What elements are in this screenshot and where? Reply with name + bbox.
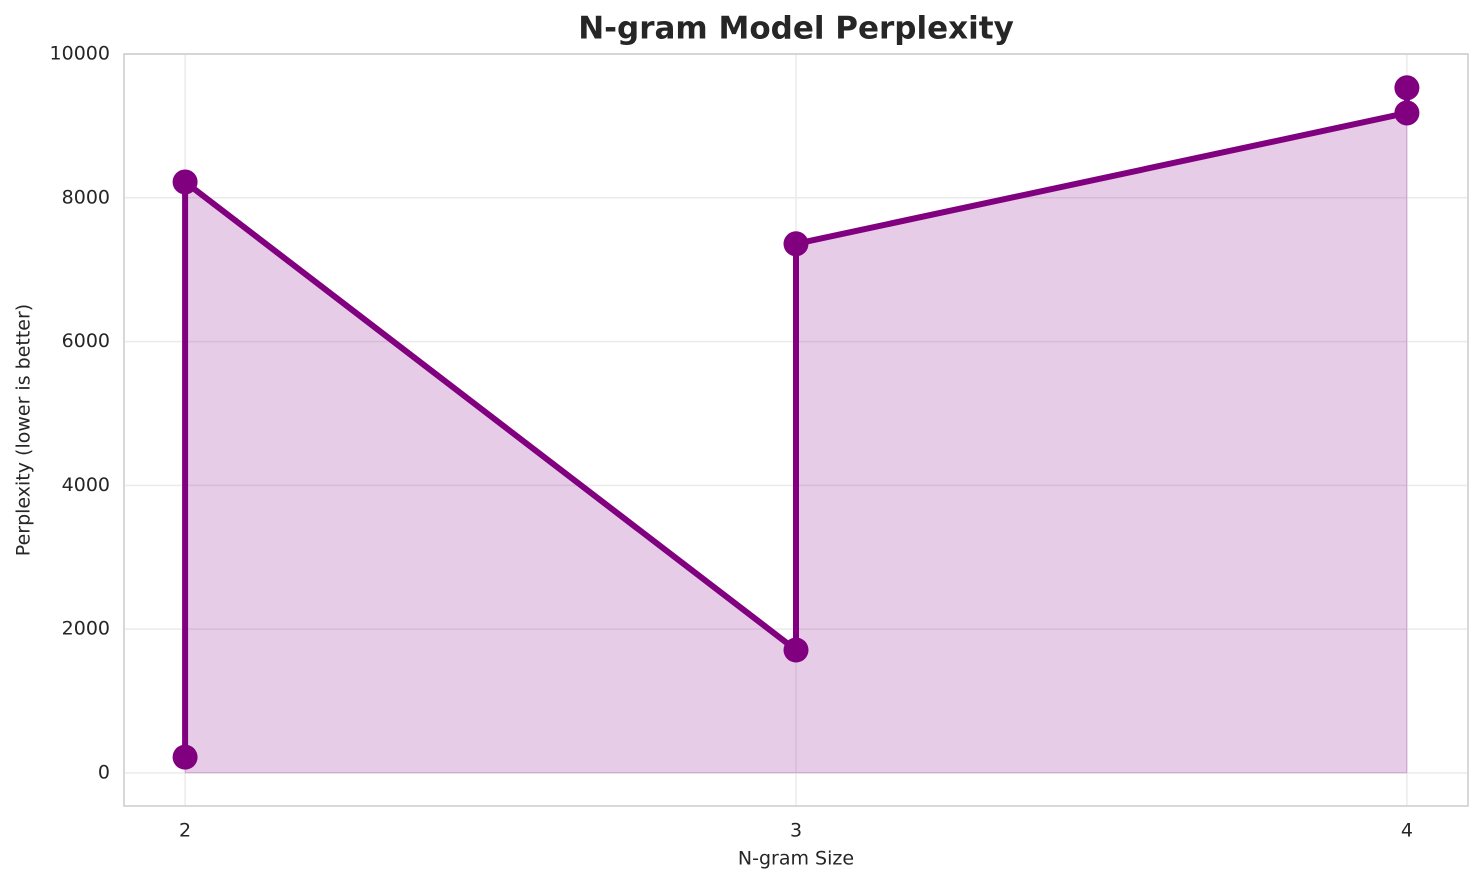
x-tick-label: 3 [790, 820, 802, 842]
x-tick-label: 2 [179, 820, 191, 842]
y-tick-label: 10000 [50, 43, 110, 65]
plot-frame [123, 53, 1469, 807]
y-tick-label: 0 [98, 761, 110, 783]
marker [1394, 75, 1420, 101]
y-tick-label: 6000 [62, 330, 110, 352]
marker [172, 169, 198, 195]
marker [783, 637, 809, 663]
chart-title: N-gram Model Perplexity [578, 11, 1014, 47]
y-tick-label: 2000 [62, 618, 110, 640]
marker [1394, 100, 1420, 126]
x-tick-label: 4 [1401, 820, 1413, 842]
y-tick-label: 4000 [62, 474, 110, 496]
y-axis-label: Perplexity (lower is better) [13, 304, 35, 556]
marker [783, 231, 809, 257]
marker [172, 744, 198, 770]
x-axis-label: N-gram Size [738, 848, 854, 870]
y-tick-label: 8000 [62, 186, 110, 208]
